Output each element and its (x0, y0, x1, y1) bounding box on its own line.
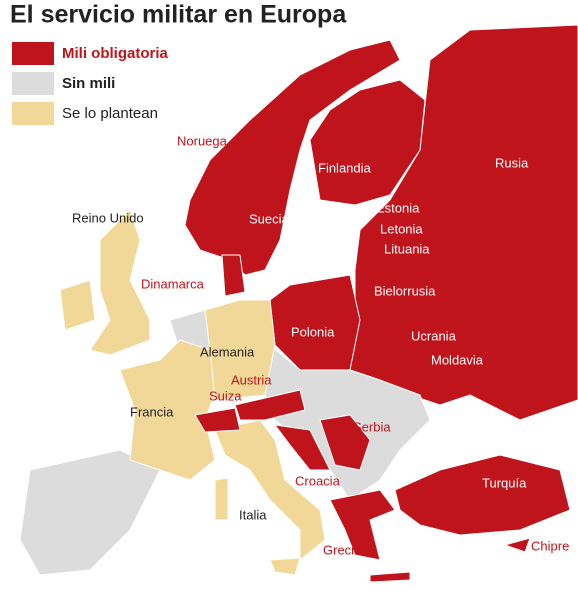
country-shape (214, 419, 326, 561)
country-label: Italia (239, 507, 267, 522)
country-label: Dinamarca (141, 276, 205, 291)
country-shape (274, 424, 331, 471)
country-shape (504, 537, 531, 553)
country-shape (369, 571, 411, 583)
country-label: Estonia (376, 200, 420, 215)
country-label: Serbia (353, 419, 391, 434)
country-shape (394, 454, 571, 536)
country-label: Chipre (531, 538, 569, 553)
country-shape (269, 274, 361, 371)
country-label: Croacia (295, 473, 341, 488)
country-label: Letonia (380, 221, 423, 236)
country-label: Francia (130, 404, 174, 419)
country-label: Noruega (177, 133, 228, 148)
country-label: Reino Unido (72, 210, 144, 225)
country-label: Ucrania (411, 328, 457, 343)
country-shape (309, 79, 426, 206)
country-label: Lituania (384, 241, 430, 256)
legend-label: Se lo plantean (62, 105, 158, 122)
land (19, 24, 578, 583)
country-label: Alemania (200, 344, 255, 359)
country-label: Moldavia (431, 352, 484, 367)
legend: Mili obligatoria Sin mili Se lo plantean (12, 42, 168, 125)
country-label: Austria (231, 372, 272, 387)
country-label: Finlandia (318, 160, 372, 175)
country-shape (329, 489, 396, 561)
country-shape (214, 477, 229, 521)
country-shape (234, 389, 306, 421)
country-label: Turquía (482, 475, 527, 490)
legend-swatch (12, 42, 54, 65)
country-shape (19, 449, 161, 576)
country-shape (89, 209, 151, 356)
country-label: Grecia (323, 542, 362, 557)
legend-swatch (12, 102, 54, 125)
country-shape (59, 279, 96, 331)
legend-label: Sin mili (62, 75, 115, 92)
country-label: Suiza (209, 388, 242, 403)
title: El servicio militar en Europa (10, 1, 347, 29)
legend-swatch (12, 72, 54, 95)
country-label: Rusia (495, 155, 529, 170)
country-label: Polonia (291, 324, 335, 339)
country-labels: Noruega Finlandia Rusia Suecia Estonia L… (72, 133, 569, 557)
country-shape (319, 414, 371, 471)
country-shape (194, 407, 241, 433)
country-label: Bielorrusia (374, 283, 436, 298)
country-shape (221, 254, 246, 297)
legend-label: Mili obligatoria (62, 45, 168, 62)
country-shape (119, 339, 221, 481)
country-shape (204, 299, 276, 401)
country-label: Suecia (249, 211, 290, 226)
country-shape (269, 557, 301, 576)
